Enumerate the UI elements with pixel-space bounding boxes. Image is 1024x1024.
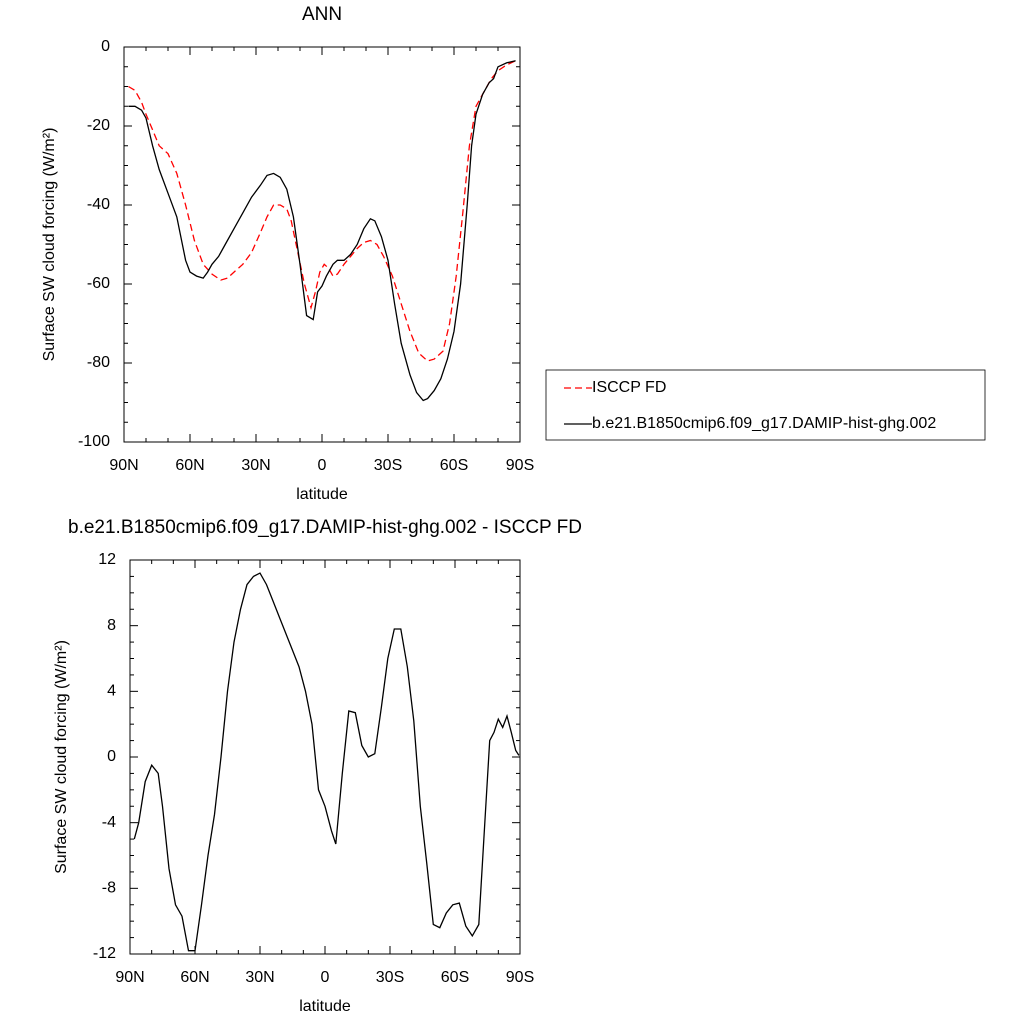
y-tick-label: -20 (87, 117, 110, 134)
plot-frame (123, 46, 521, 443)
y-tick-label: 0 (107, 748, 116, 765)
x-tick-label: 30N (241, 457, 270, 474)
x-tick-label: 60N (180, 969, 209, 986)
y-tick-label: -40 (87, 196, 110, 213)
data-line (128, 60, 516, 362)
x-tick-label: 30N (245, 969, 274, 986)
x-tick-label: 60S (440, 457, 468, 474)
y-tick-label: -12 (93, 945, 116, 962)
legend-label: b.e21.B1850cmip6.f09_g17.DAMIP-hist-ghg.… (592, 415, 936, 432)
legend-box (545, 369, 986, 441)
chart-title: ANN (302, 4, 342, 25)
x-tick-label: 30S (374, 457, 402, 474)
y-axis-label: Surface SW cloud forcing (W/m²) (53, 640, 70, 874)
y-tick-label: 4 (107, 683, 116, 700)
y-tick-label: 8 (107, 617, 116, 634)
y-tick-label: -8 (102, 880, 116, 897)
x-tick-label: 90N (115, 969, 144, 986)
x-tick-label: 0 (321, 969, 330, 986)
x-tick-label: 90S (506, 457, 534, 474)
x-tick-label: 0 (318, 457, 327, 474)
x-tick-label: 60S (441, 969, 469, 986)
x-axis-label: latitude (296, 486, 348, 503)
y-tick-label: -60 (87, 275, 110, 292)
data-line (128, 60, 516, 402)
y-tick-label: 0 (101, 38, 110, 55)
legend-label: ISCCP FD (592, 379, 666, 396)
x-axis-label: latitude (299, 998, 351, 1015)
x-tick-label: 60N (175, 457, 204, 474)
y-tick-label: -4 (102, 814, 116, 831)
plot-frame (129, 559, 521, 955)
chart-title: b.e21.B1850cmip6.f09_g17.DAMIP-hist-ghg.… (68, 517, 582, 538)
data-line (133, 572, 520, 952)
x-tick-label: 90N (109, 457, 138, 474)
y-tick-label: -80 (87, 354, 110, 371)
y-tick-label: 12 (98, 551, 116, 568)
x-tick-label: 30S (376, 969, 404, 986)
x-tick-label: 90S (506, 969, 534, 986)
y-tick-label: -100 (78, 433, 110, 450)
y-axis-label: Surface SW cloud forcing (W/m²) (41, 128, 58, 362)
